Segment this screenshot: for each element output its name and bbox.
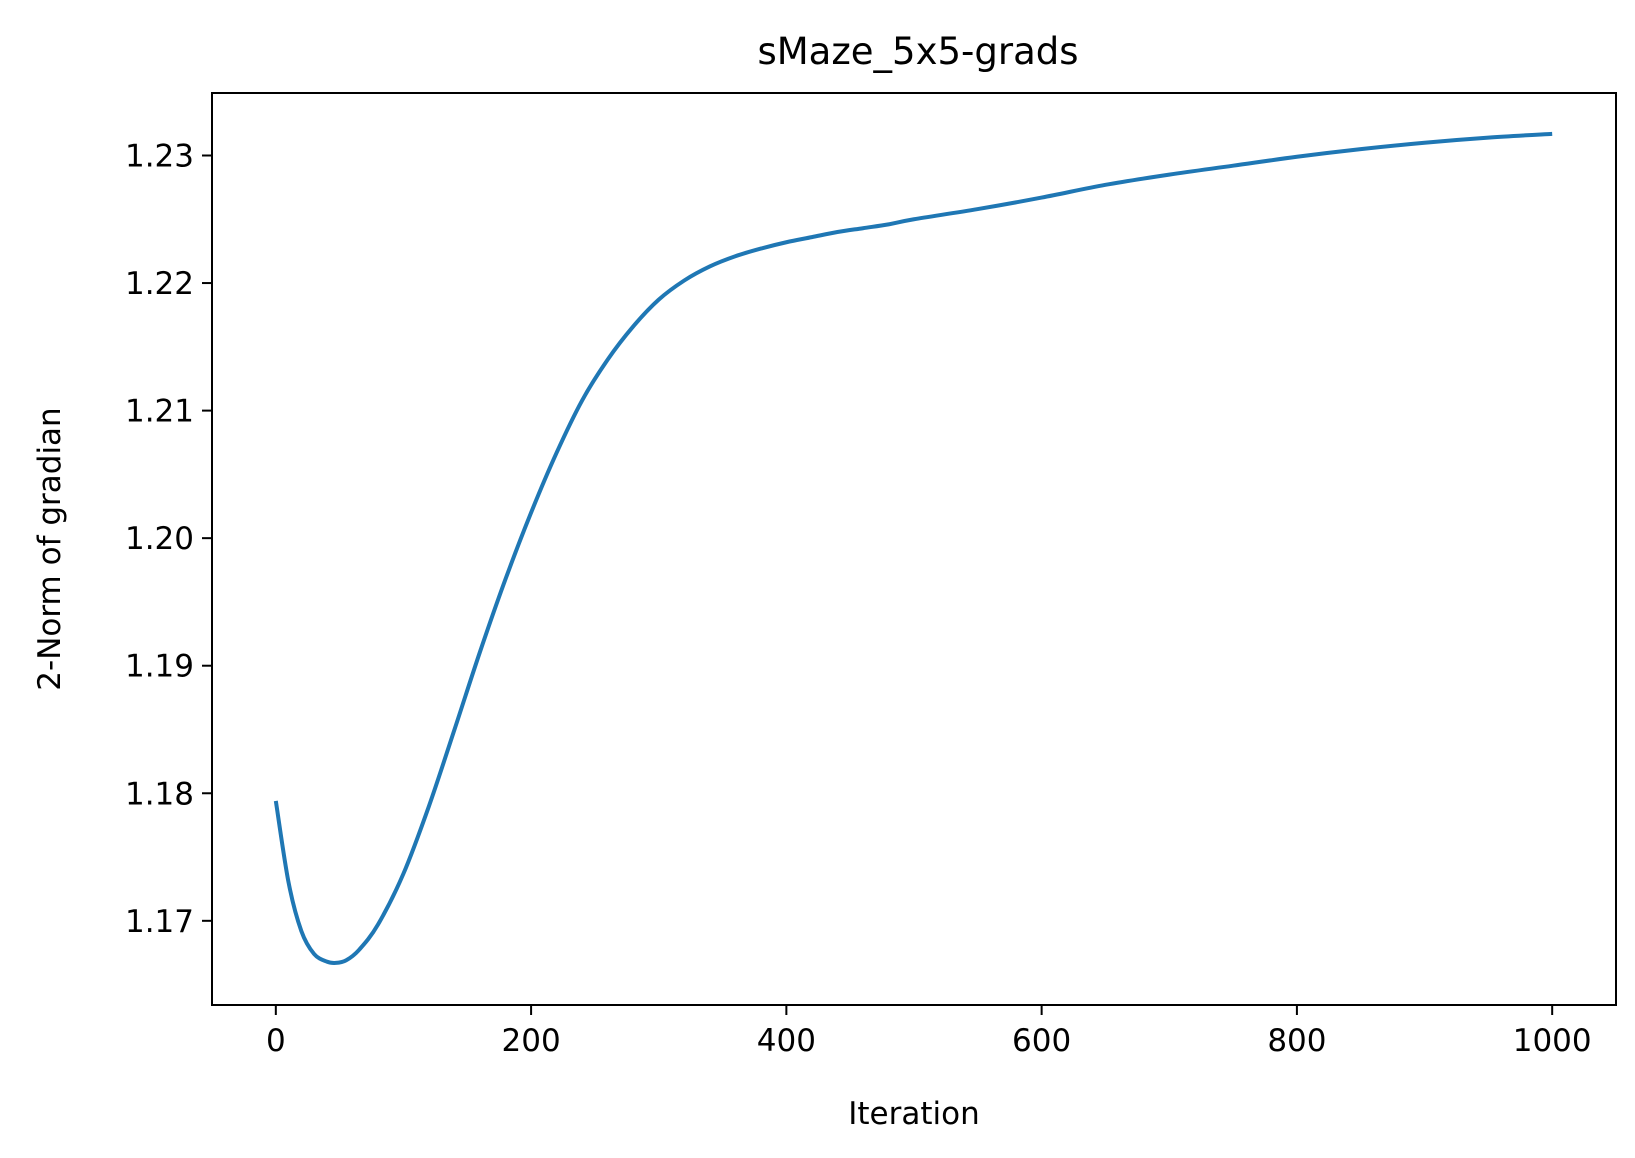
x-tick-label: 800 — [1267, 1023, 1326, 1059]
y-tick-label: 1.18 — [125, 776, 194, 812]
x-tick-label: 200 — [502, 1023, 561, 1059]
y-tick-label: 1.19 — [125, 649, 194, 685]
x-tick-label: 0 — [266, 1023, 286, 1059]
y-tick-label: 1.17 — [125, 904, 194, 940]
x-tick-label: 600 — [1012, 1023, 1071, 1059]
x-axis-label: Iteration — [848, 1096, 980, 1132]
x-tick-label: 400 — [757, 1023, 816, 1059]
y-tick-label: 1.23 — [125, 139, 194, 175]
y-axis-label: 2-Norm of gradian — [32, 407, 68, 690]
series-line — [273, 131, 1553, 966]
y-axis: 1.17 1.18 1.19 1.20 1.21 1.22 1.23 — [125, 139, 212, 940]
axes-frame — [211, 92, 1617, 1006]
y-tick-label: 1.20 — [125, 521, 194, 557]
y-tick-label: 1.22 — [125, 266, 194, 302]
x-tick-label: 1000 — [1513, 1023, 1592, 1059]
chart-title: sMaze_5x5-grads — [757, 30, 1078, 73]
x-axis: 0 200 400 600 800 1000 — [266, 1005, 1592, 1059]
y-tick-label: 1.21 — [125, 394, 194, 430]
plot-area — [273, 131, 1553, 966]
